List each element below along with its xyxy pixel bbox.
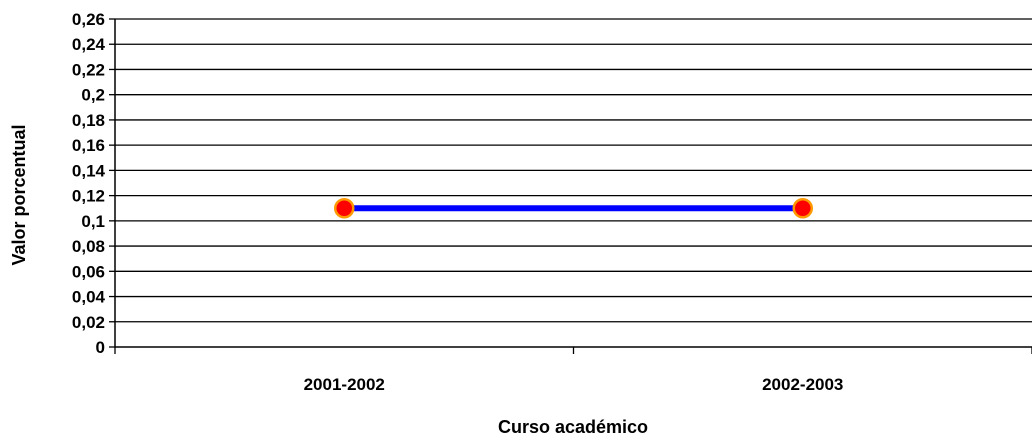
y-tick-label: 0,2 (81, 86, 105, 105)
y-tick-label: 0,04 (72, 288, 106, 307)
data-point (792, 197, 813, 219)
y-tick-label: 0,16 (72, 136, 105, 155)
y-axis-title: Valor porcentual (9, 124, 29, 265)
y-tick-label: 0,02 (72, 313, 105, 332)
data-point (334, 197, 355, 219)
y-tick-label: 0,24 (72, 35, 106, 54)
y-tick-label: 0,22 (72, 60, 105, 79)
gridlines (115, 18, 1032, 323)
y-tick-label: 0 (96, 338, 105, 357)
x-axis-ticks: 2001-2002 2002-2003 (114, 347, 1032, 394)
x-axis-title: Curso académico (498, 417, 648, 437)
series-layer (334, 197, 813, 219)
y-tick-label: 0,06 (72, 262, 105, 281)
y-axis-ticks: 0 0,02 0,04 0,06 0,08 0,1 0,12 0,14 0,16 0,18 0,2 0… (72, 10, 115, 357)
y-tick-label: 0,1 (81, 212, 105, 231)
y-tick-label: 0,12 (72, 187, 105, 206)
x-tick-label: 2001-2002 (304, 375, 385, 394)
x-tick-label: 2002-2003 (762, 375, 843, 394)
y-tick-label: 0,14 (72, 161, 106, 180)
y-tick-label: 0,08 (72, 237, 105, 256)
y-tick-label: 0,18 (72, 111, 105, 130)
y-tick-label: 0,26 (72, 10, 105, 29)
